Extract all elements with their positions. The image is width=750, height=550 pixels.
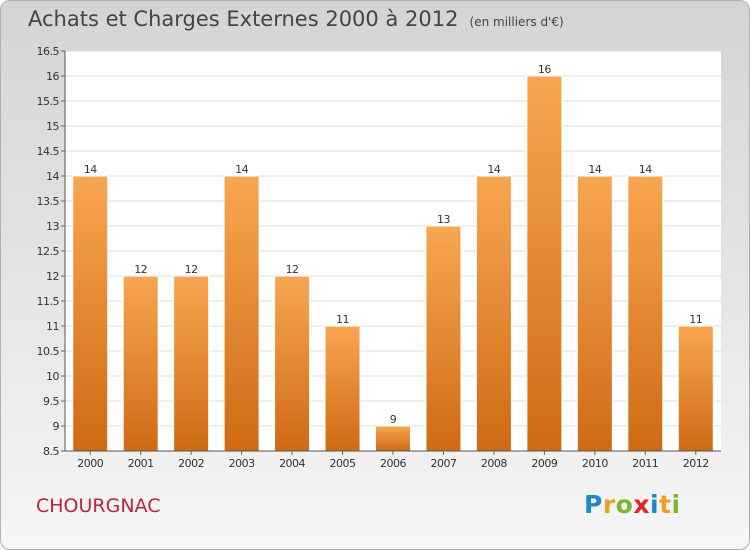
data-label: 12 — [286, 263, 299, 276]
y-tick-label: 12 — [46, 270, 59, 283]
y-tick-label: 16.5 — [37, 45, 60, 58]
x-tick-label: 2001 — [128, 457, 154, 470]
x-tick-label: 2009 — [531, 457, 557, 470]
x-tick-label: 2003 — [229, 457, 255, 470]
y-tick-label: 11 — [46, 320, 59, 333]
y-tick-label: 8.5 — [43, 445, 59, 458]
y-tick-label: 9.5 — [43, 395, 59, 408]
bar — [375, 425, 411, 452]
bar — [223, 175, 260, 452]
bar — [72, 175, 109, 452]
data-label: 14 — [487, 163, 500, 176]
x-tick-label: 2012 — [683, 457, 709, 470]
y-tick-label: 15 — [46, 120, 59, 133]
data-label: 11 — [689, 313, 702, 326]
y-tick-label: 10 — [46, 370, 59, 383]
bar — [526, 75, 563, 452]
logo-letter: i — [671, 490, 681, 519]
logo-letter: i — [650, 490, 660, 519]
data-label: 14 — [588, 163, 601, 176]
bar — [274, 275, 311, 452]
data-label: 9 — [390, 413, 397, 426]
logo-letter: P — [584, 490, 603, 519]
y-tick-label: 14 — [46, 170, 59, 183]
bar — [627, 175, 664, 452]
proxiti-logo: Proxiti — [584, 490, 681, 519]
bar — [173, 275, 210, 452]
bar — [122, 275, 159, 452]
y-tick-label: 15.5 — [37, 95, 60, 108]
y-tick-label: 11.5 — [37, 295, 60, 308]
x-tick-label: 2006 — [380, 457, 406, 470]
logo-letter: t — [659, 490, 672, 519]
logo-letter: x — [633, 490, 650, 519]
y-tick-label: 12.5 — [37, 245, 60, 258]
bar — [475, 175, 512, 452]
y-tick-label: 14.5 — [37, 145, 60, 158]
bar — [576, 175, 613, 452]
x-tick-label: 2010 — [582, 457, 608, 470]
y-tick-label: 13 — [46, 220, 59, 233]
x-tick-label: 2007 — [430, 457, 456, 470]
y-tick-label: 16 — [46, 70, 59, 83]
commune-name: CHOURGNAC — [36, 495, 161, 517]
bar — [677, 325, 714, 452]
x-tick-label: 2000 — [77, 457, 103, 470]
logo-letter: o — [615, 490, 634, 519]
x-tick-label: 2004 — [279, 457, 305, 470]
data-label: 14 — [84, 163, 97, 176]
data-label: 11 — [336, 313, 349, 326]
data-label: 12 — [185, 263, 198, 276]
x-tick-label: 2008 — [481, 457, 507, 470]
y-tick-label: 9 — [53, 420, 60, 433]
bar — [324, 325, 361, 452]
x-tick-label: 2011 — [632, 457, 658, 470]
x-tick-label: 2002 — [178, 457, 204, 470]
chart-title: Achats et Charges Externes 2000 à 2012 — [28, 7, 459, 31]
data-label: 14 — [235, 163, 248, 176]
y-tick-label: 13.5 — [37, 195, 60, 208]
data-label: 13 — [437, 213, 450, 226]
logo-letter: r — [602, 490, 616, 519]
chart-subtitle: (en milliers d'€) — [469, 15, 564, 29]
data-label: 12 — [134, 263, 147, 276]
x-tick-label: 2005 — [330, 457, 356, 470]
chart-title-block: Achats et Charges Externes 2000 à 2012 (… — [28, 7, 564, 31]
bar — [425, 225, 462, 452]
data-label: 16 — [538, 63, 551, 76]
y-tick-label: 10.5 — [37, 345, 60, 358]
data-label: 14 — [639, 163, 652, 176]
